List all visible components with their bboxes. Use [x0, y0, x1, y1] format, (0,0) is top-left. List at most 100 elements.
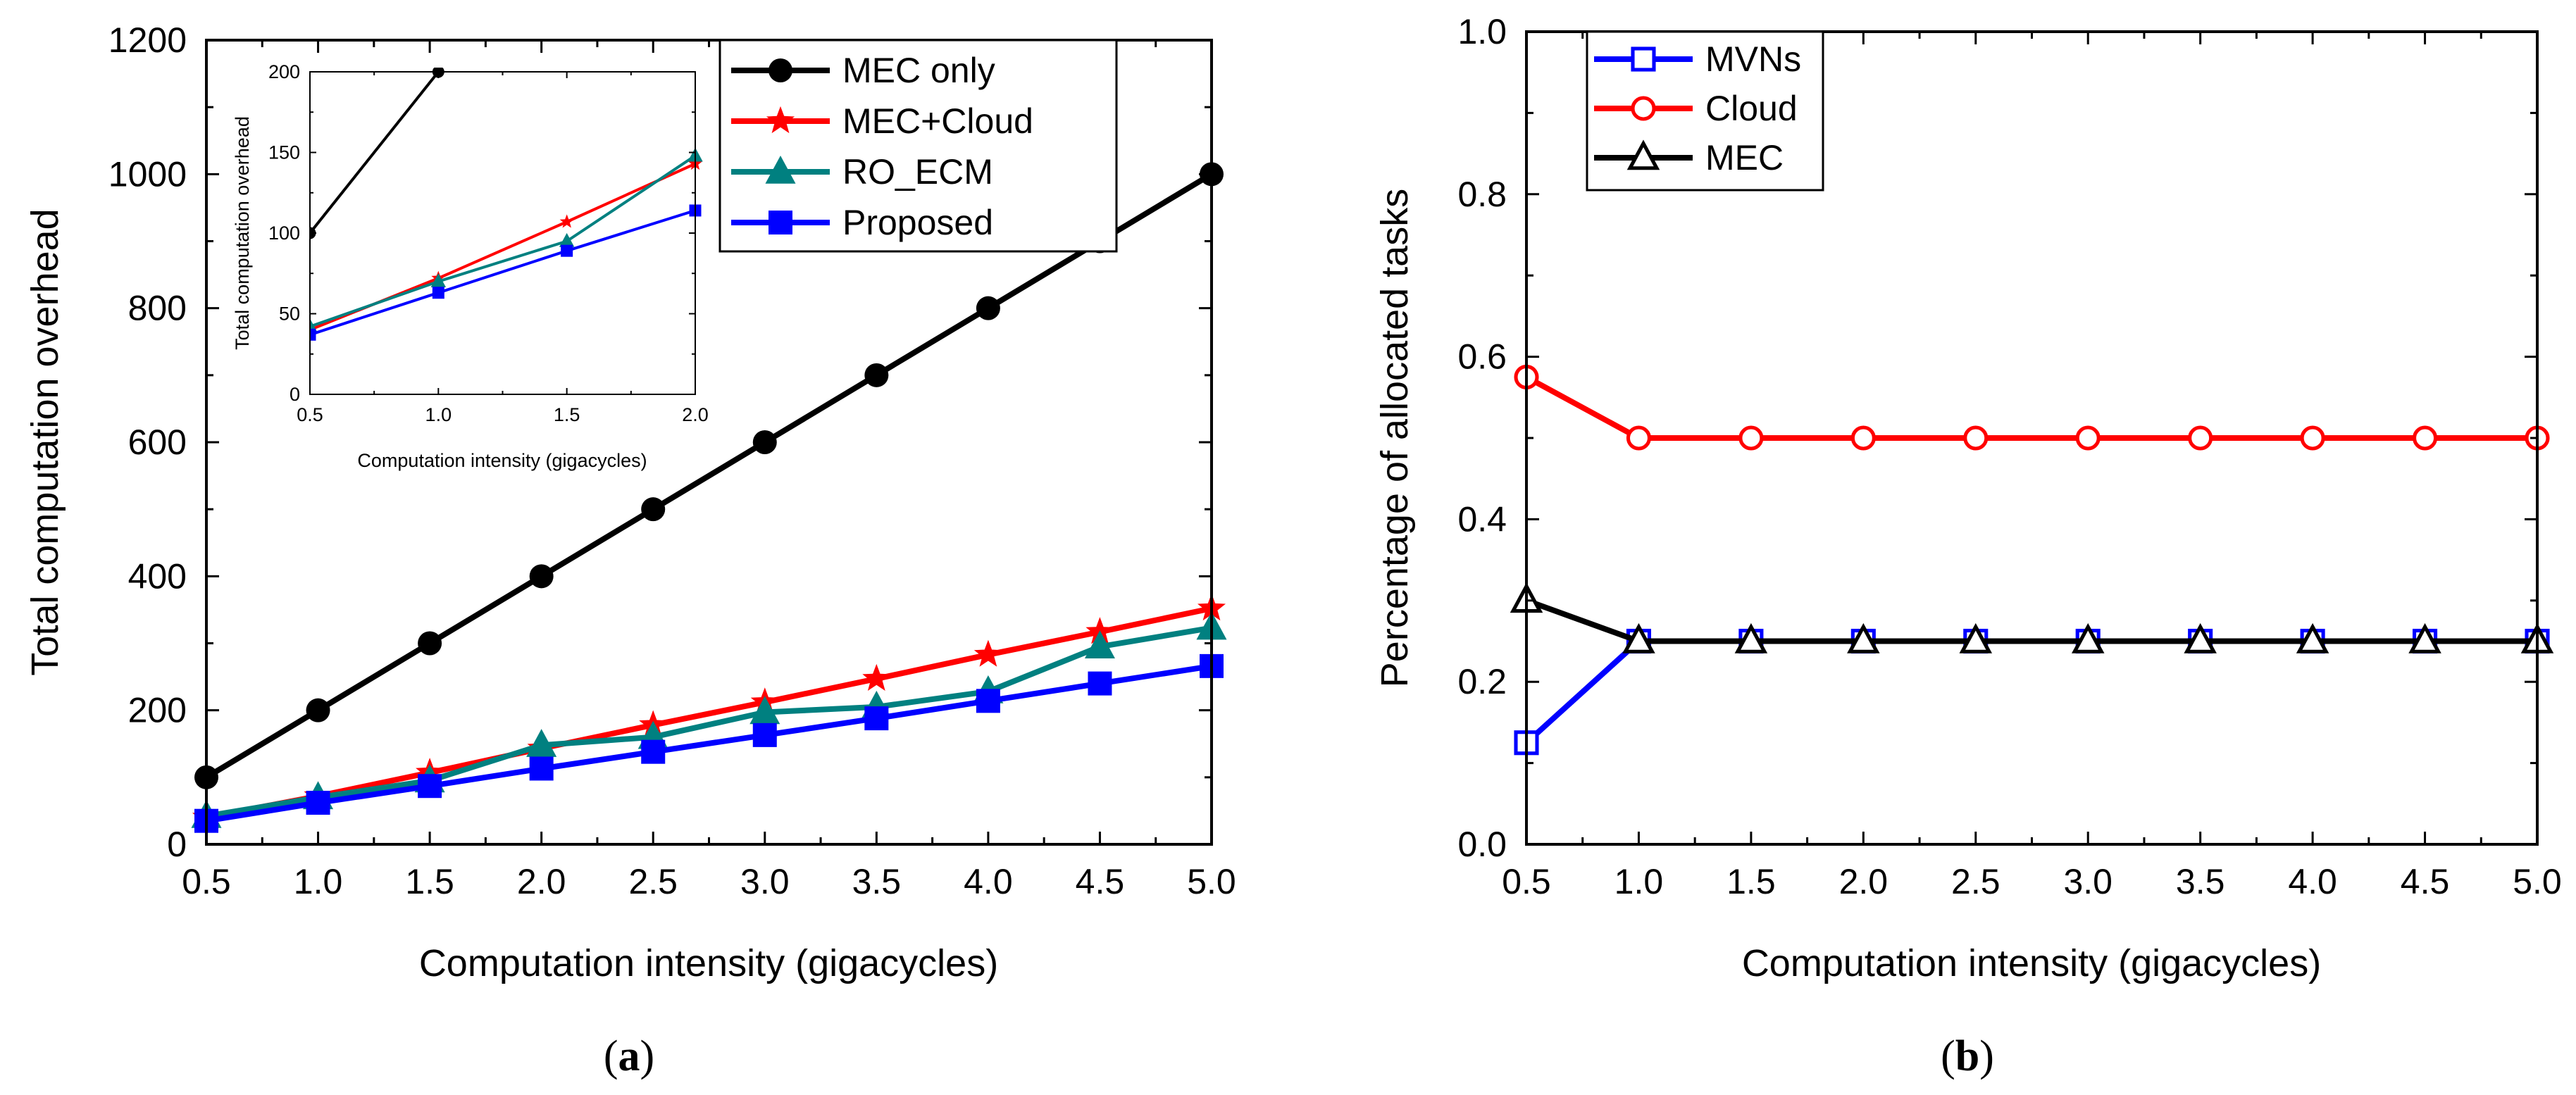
panel-a-x-tick-label: 5.0: [1187, 862, 1236, 901]
panel-b-point-cloud: [1738, 425, 1764, 451]
inset-x-tick-label: 2.0: [682, 404, 709, 425]
inset-series-ro-ecm: [310, 147, 703, 333]
panel-a-y-tick-label: 600: [128, 423, 187, 462]
panel-a-x-tick-label: 1.0: [294, 862, 343, 901]
panel-a-point-mec-cloud: [862, 663, 891, 691]
panel-a-y-tick-label: 1200: [108, 20, 187, 60]
inset-line-proposed: [310, 208, 696, 337]
panel-b-point-mec: [2408, 622, 2441, 653]
panel-b-point-mec: [1622, 622, 1655, 653]
panel-a-x-axis-label: Computation intensity (gigacycles): [419, 942, 998, 984]
panel-a-legend-label-proposed: Proposed: [842, 203, 993, 242]
panel-a-x-tick-label: 3.0: [740, 862, 790, 901]
panel-b-x-tick-label: 2.0: [1839, 862, 1889, 901]
panel-b: 0.5 1.0 1.5 2.0 2.5 3.0 3.5 4.0 4.5 5.0 0.0 0.2 0.4 0…: [1374, 12, 2562, 1080]
inset-x-axis-label: Computation intensity (gigacycles): [357, 450, 647, 471]
panel-a-x-tick-label: 3.5: [852, 862, 902, 901]
panel-a-point-mec-only: [418, 631, 442, 656]
panel-a-point-mec-only: [641, 497, 666, 522]
inset-series-proposed: [310, 204, 702, 341]
inset-series-layer: [310, 68, 703, 341]
panel-a-y-tick-label: 400: [128, 556, 187, 596]
panel-a-point-proposed: [864, 706, 889, 731]
inset-y-tick-label: 0: [290, 384, 300, 405]
panel-a-legend-items: MEC only MEC+Cloud RO_ECM Proposed: [731, 51, 1033, 242]
inset-y-tick-label: 50: [279, 304, 300, 325]
panel-b-legend-marker-mvns: [1631, 46, 1656, 72]
panel-b-series-mvns: [1514, 628, 2550, 756]
panel-b-x-tick-label: 5.0: [2513, 862, 2562, 901]
panel-b-point-mec: [2184, 622, 2217, 653]
panel-a-ticks: 0.5 1.0 1.5 2.0 2.5 3.0 3.5 4.0 4.5 5.0 0 200 400 600…: [108, 20, 1236, 901]
panel-b-point-cloud: [1963, 425, 1989, 451]
panel-a-y-tick-label: 200: [128, 691, 187, 730]
panel-a-x-tick-label: 0.5: [182, 862, 231, 901]
panel-a-y-tick-label: 800: [128, 289, 187, 328]
panel-a-series-proposed: [194, 653, 1224, 833]
inset-y-axis-label: Total computation overhead: [232, 116, 253, 350]
panel-a-point-proposed: [529, 756, 554, 781]
panel-a-legend-label-mec-only: MEC only: [842, 51, 995, 90]
panel-a-inset: 0.5 1.0 1.5 2.0 0 50 100 150 200 Computation int…: [232, 61, 709, 471]
panel-a-point-ro-ecm: [1084, 630, 1115, 658]
panel-a-point-proposed: [976, 689, 1000, 713]
inset-x-tick-label: 1.5: [554, 404, 580, 425]
inset-point-proposed: [432, 287, 444, 299]
inset-series-mec-only: [310, 68, 444, 239]
inset-y-tick-label: 200: [268, 61, 300, 82]
panel-a-label-letter: a: [618, 1032, 640, 1080]
panel-a-y-axis-label: Total computation overhead: [24, 208, 66, 675]
panel-a-y-tick-label: 0: [167, 825, 187, 864]
inset-y-tick-label: 100: [268, 223, 300, 244]
panel-a-label: (a): [604, 1032, 654, 1080]
inset-point-ro-ecm: [430, 273, 447, 288]
panel-b-x-tick-label: 1.5: [1726, 862, 1776, 901]
panel-a-point-proposed: [752, 722, 777, 747]
inset-line-ro-ecm: [310, 154, 697, 328]
panel-b-series-cloud: [1514, 364, 2550, 451]
panel-a-legend-marker-proposed: [769, 211, 792, 234]
panel-b-point-mec: [1734, 622, 1768, 653]
panel-b-legend-items: MVNs Cloud MEC: [1594, 39, 1801, 177]
panel-a-line-mec-only: [204, 171, 1214, 780]
panel-b-point-mec: [2071, 622, 2105, 653]
panel-a-legend-marker-mec-only: [769, 58, 792, 82]
panel-b-x-tick-label: 1.0: [1614, 862, 1664, 901]
panel-a-x-tick-label: 2.0: [517, 862, 566, 901]
panel-b-series-mec: [1510, 582, 2554, 653]
inset-y-tick-label: 150: [268, 142, 300, 163]
inset-line-mec-only: [310, 70, 440, 234]
panel-a-y-tick-label: 1000: [108, 154, 187, 194]
panel-b-x-tick-label: 2.5: [1951, 862, 2001, 901]
panel-a-point-proposed: [306, 790, 330, 815]
panel-a-legend-label-mec-cloud: MEC+Cloud: [842, 101, 1033, 141]
inset-plot-frame: [309, 71, 696, 395]
panel-b-y-tick-label: 0.2: [1457, 662, 1507, 701]
panel-a-point-ro-ecm: [749, 696, 780, 725]
panel-a-series-ro-ecm: [191, 611, 1227, 828]
panel-b-x-tick-label: 4.0: [2288, 862, 2337, 901]
panel-b-legend-marker-mec: [1626, 139, 1660, 170]
panel-b-label-letter: b: [1955, 1032, 1979, 1080]
panel-b-x-tick-label: 0.5: [1502, 862, 1551, 901]
panel-b-point-cloud: [1626, 425, 1651, 451]
panel-b-line-cloud: [1525, 374, 2537, 441]
panel-b-y-tick-label: 1.0: [1457, 12, 1507, 51]
panel-b-x-tick-label: 4.5: [2401, 862, 2450, 901]
panel-a: 0.5 1.0 1.5 2.0 2.5 3.0 3.5 4.0 4.5 5.0 0 200 400 600…: [24, 20, 1236, 1080]
panel-b-series-layer: [1510, 364, 2554, 756]
panel-a-series-mec-only: [194, 162, 1224, 789]
panel-b-line-mvns: [1524, 638, 2537, 745]
inset-point-proposed: [310, 328, 316, 341]
panel-a-point-mec-only: [752, 430, 777, 454]
panel-a-point-proposed: [1088, 671, 1112, 696]
panel-a-legend-marker-ro-ecm: [765, 155, 796, 184]
panel-a-point-mec-cloud: [973, 639, 1002, 667]
panel-a-point-mec-only: [306, 698, 330, 722]
panel-a-x-tick-label: 4.0: [964, 862, 1013, 901]
panel-a-point-mec-only: [976, 296, 1000, 320]
panel-b-line-mec: [1525, 598, 2537, 644]
panel-a-legend-label-ro-ecm: RO_ECM: [842, 152, 993, 192]
panel-b-point-cloud: [2413, 425, 2438, 451]
